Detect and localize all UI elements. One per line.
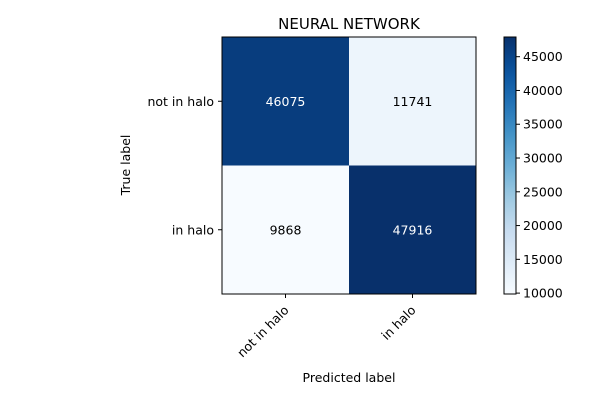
x-tick-label: not in halo	[234, 303, 292, 361]
colorbar-ticks: 10000 15000 20000 25000 30000 35000 40000 45000	[516, 49, 563, 301]
plot-frame	[221, 36, 477, 295]
chart-title: NEURAL NETWORK	[278, 15, 421, 33]
y-axis-ticks: not in halo in halo	[147, 94, 222, 237]
colorbar-tick-label: 10000	[523, 286, 563, 301]
y-tick-label: not in halo	[147, 94, 214, 109]
x-axis-ticks: not in halo in halo	[234, 294, 419, 360]
heatmap-cell	[349, 165, 476, 294]
colorbar-tick-label: 30000	[523, 151, 563, 166]
colorbar-tick-label: 35000	[523, 117, 563, 132]
cell-value-label: 46075	[266, 94, 306, 109]
cell-value-label: 9868	[270, 222, 302, 237]
colorbar-tick-label: 40000	[523, 83, 563, 98]
colorbar-tick-label: 45000	[523, 49, 563, 64]
colorbar	[503, 36, 517, 295]
heatmap-cell	[222, 165, 349, 294]
heatmap-cell	[222, 37, 349, 166]
heatmap-cell	[349, 37, 476, 166]
y-tick-label: in halo	[172, 222, 214, 237]
heatmap-cells: 46075 11741 9868 47916	[222, 37, 476, 294]
cell-value-label: 47916	[393, 222, 433, 237]
colorbar-tick-label: 20000	[523, 218, 563, 233]
y-axis-label: True label	[118, 135, 133, 197]
x-axis-label: Predicted label	[303, 370, 396, 385]
colorbar-tick-label: 25000	[523, 184, 563, 199]
colorbar-tick-label: 15000	[523, 252, 563, 267]
cell-value-label: 11741	[393, 94, 433, 109]
x-tick-label: in halo	[378, 303, 418, 343]
